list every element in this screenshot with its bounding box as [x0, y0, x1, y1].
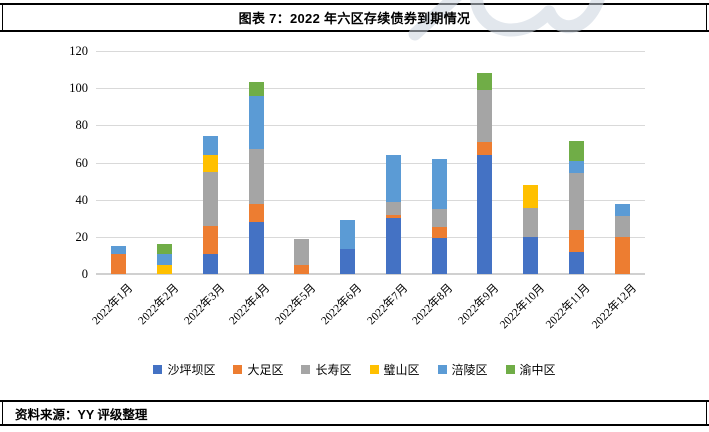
legend-swatch-icon [153, 364, 163, 374]
bar-segment-渝中区 [568, 141, 584, 161]
legend-swatch-icon [233, 364, 243, 374]
legend-label: 渝中区 [519, 362, 556, 377]
y-axis-tick-label: 40 [75, 192, 89, 207]
gridline [96, 162, 645, 164]
legend-swatch-icon [301, 364, 311, 374]
footer-top-rule [0, 400, 709, 402]
legend-swatch-icon [437, 364, 447, 374]
legend-item-涪陵区: 涪陵区 [437, 361, 488, 378]
bar-segment-渝中区 [477, 73, 493, 91]
y-axis-tick-label: 120 [69, 44, 88, 58]
bar-segment-长寿区 [614, 216, 630, 237]
bar-segment-长寿区 [202, 171, 218, 226]
x-axis-tick-label: 2022年10月 [498, 282, 548, 332]
x-axis-tick-label: 2022年11月 [544, 282, 593, 331]
source-text: 资料来源：YY 评级整理 [15, 407, 148, 422]
bar-segment-大足区 [111, 254, 127, 274]
bar-segment-沙坪坝区 [248, 221, 264, 274]
chart-legend: 沙坪坝区 大足区 长寿区 璧山区 涪陵区 渝中区 [0, 360, 709, 378]
gridline [96, 88, 645, 90]
bar-segment-涪陵区 [568, 160, 584, 173]
legend-swatch-icon [369, 364, 379, 374]
bar-segment-大足区 [248, 204, 264, 222]
bar-segment-大足区 [431, 226, 447, 238]
bar-segment-涪陵区 [614, 204, 630, 217]
bar-segment-涪陵区 [431, 158, 447, 209]
y-axis-tick-label: 0 [81, 267, 88, 281]
bar-segment-涪陵区 [202, 136, 218, 156]
bar-segment-沙坪坝区 [431, 237, 447, 274]
gridline [96, 236, 645, 238]
bar-segment-涪陵区 [157, 253, 173, 265]
legend-label: 大足区 [247, 362, 284, 377]
bar-segment-大足区 [202, 225, 218, 254]
bar-segment-大足区 [614, 236, 630, 274]
bar-segment-长寿区 [248, 148, 264, 205]
gridline [96, 199, 645, 201]
bottom-rule [0, 424, 709, 426]
bar-segment-璧山区 [202, 155, 218, 172]
y-axis-tick-label: 60 [75, 155, 89, 170]
bar-segment-长寿区 [385, 201, 401, 215]
source-row: 资料来源：YY 评级整理 [2, 402, 707, 424]
bar-segment-长寿区 [294, 238, 310, 265]
x-axis-tick-label: 2022年8月 [410, 282, 456, 328]
bar-segment-大足区 [385, 214, 401, 219]
top-rule [0, 3, 709, 5]
bar-segment-沙坪坝区 [477, 155, 493, 274]
x-axis-line [96, 273, 645, 275]
bar-segment-长寿区 [477, 90, 493, 143]
bar-segment-长寿区 [568, 172, 584, 231]
bar-segment-大足区 [568, 230, 584, 252]
x-axis-tick-label: 2022年6月 [319, 282, 365, 328]
x-axis-tick-label: 2022年4月 [227, 282, 273, 328]
bar-segment-长寿区 [523, 208, 539, 237]
legend-item-长寿区: 长寿区 [301, 361, 352, 378]
x-axis-tick-label: 2022年2月 [136, 282, 182, 328]
bar-segment-沙坪坝区 [568, 251, 584, 274]
bar-segment-沙坪坝区 [523, 236, 539, 274]
legend-item-璧山区: 璧山区 [369, 361, 420, 378]
x-axis-tick-label: 2022年7月 [364, 282, 410, 328]
legend-label: 长寿区 [315, 362, 352, 377]
legend-label: 涪陵区 [451, 362, 488, 377]
y-axis-tick-label: 100 [69, 81, 88, 96]
bar-segment-大足区 [294, 264, 310, 274]
bar-segment-涪陵区 [248, 95, 264, 149]
bar-segment-涪陵区 [111, 246, 127, 255]
legend-label: 璧山区 [383, 362, 420, 377]
figure-title: 图表 7：2022 年六区存续债券到期情况 [238, 11, 471, 26]
x-axis-tick-label: 2022年5月 [273, 282, 319, 328]
bar-segment-沙坪坝区 [385, 218, 401, 274]
y-axis-tick-label: 20 [75, 229, 89, 244]
bar-segment-涪陵区 [340, 220, 356, 249]
bar-segment-涪陵区 [385, 155, 401, 202]
bar-segment-沙坪坝区 [202, 253, 218, 274]
bar-segment-渝中区 [157, 244, 173, 254]
title-bottom-rule [0, 30, 709, 32]
legend-item-沙坪坝区: 沙坪坝区 [153, 361, 215, 378]
legend-swatch-icon [505, 364, 515, 374]
gridline [96, 51, 645, 52]
bar-segment-沙坪坝区 [340, 248, 356, 274]
gridline [96, 125, 645, 127]
figure-title-row: 图表 7：2022 年六区存续债券到期情况 [2, 5, 707, 30]
y-axis-tick-label: 80 [75, 118, 89, 133]
x-axis-tick-label: 2022年1月 [90, 282, 136, 328]
bar-segment-璧山区 [523, 184, 539, 209]
x-axis-tick-label: 2022年3月 [181, 282, 227, 328]
legend-label: 沙坪坝区 [167, 362, 216, 377]
bar-segment-大足区 [477, 142, 493, 156]
bar-segment-渝中区 [248, 81, 264, 96]
x-axis-tick-label: 2022年12月 [589, 282, 639, 332]
bar-segment-长寿区 [431, 208, 447, 227]
legend-item-大足区: 大足区 [233, 361, 283, 378]
bar-segment-璧山区 [157, 264, 173, 274]
legend-item-渝中区: 渝中区 [505, 361, 556, 378]
